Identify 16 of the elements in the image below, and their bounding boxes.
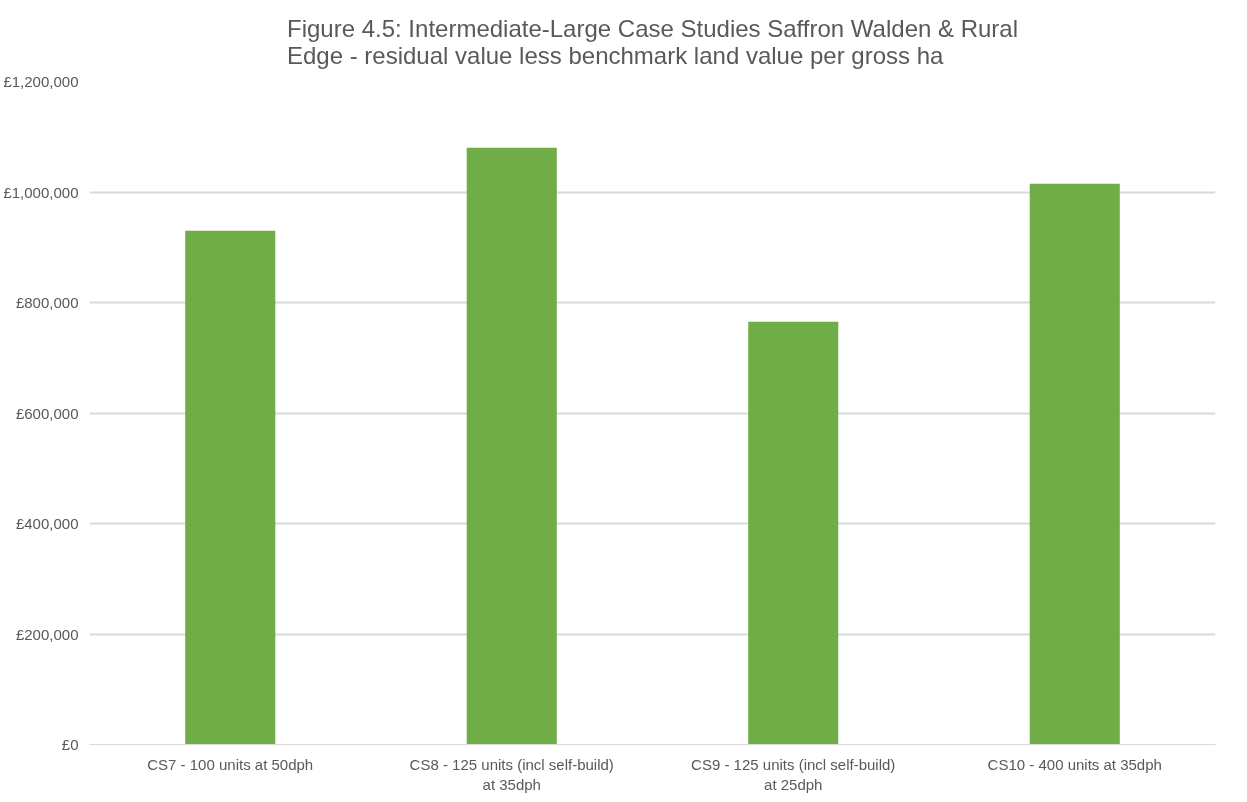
x-tick-label: CS9 - 125 units (incl self-build) at 25dph <box>691 755 896 793</box>
bar <box>466 147 557 745</box>
y-tick-label: £600,000 <box>15 404 79 422</box>
x-tick-label: CS8 - 125 units (incl self-build) at 35dph <box>409 755 614 793</box>
bar <box>748 321 839 745</box>
y-tick-label: £0 <box>61 736 79 753</box>
bar <box>1029 183 1120 745</box>
x-tick-label: CS7 - 100 units at 50dph <box>147 755 314 773</box>
x-tick-label: CS10 - 400 units at 35dph <box>987 755 1162 773</box>
bar <box>185 230 276 745</box>
y-tick-label: £800,000 <box>15 294 79 311</box>
y-tick-label: £1,000,000 <box>3 183 79 201</box>
y-tick-label: £400,000 <box>15 515 79 532</box>
y-tick-label: £1,200,000 <box>3 73 79 90</box>
y-tick-label: £200,000 <box>15 625 79 643</box>
chart-title: Figure 4.5: Intermediate-Large Case Studies Saffron Walden & Rural Edge - residual value less benchmark land value per gross ha <box>286 15 1019 69</box>
